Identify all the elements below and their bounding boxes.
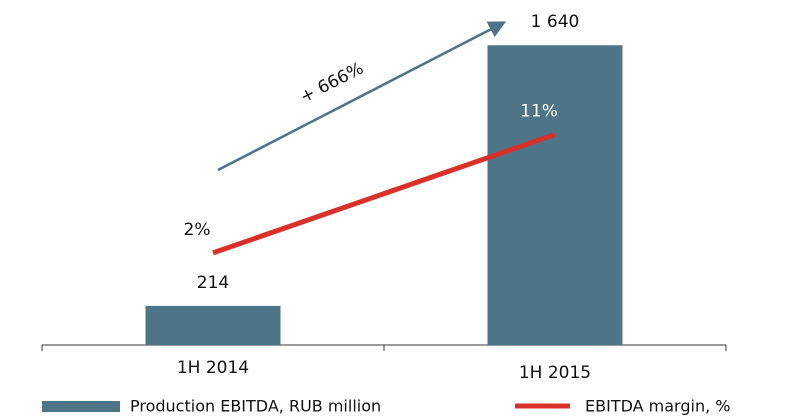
annotation: + 666%	[297, 59, 367, 108]
line	[212, 132, 556, 256]
data-label: 214	[197, 273, 229, 293]
legend-swatch	[42, 401, 120, 412]
bar	[145, 305, 281, 345]
legend-label: EBITDA margin, %	[585, 397, 730, 416]
bar	[487, 45, 623, 345]
data-label: 11%	[520, 101, 558, 121]
data-label: 2%	[184, 220, 211, 240]
legend-label: Production EBITDA, RUB million	[130, 397, 381, 416]
x-tick-label: 1H 2014	[177, 358, 249, 378]
growth-arrow	[217, 21, 507, 172]
x-tick-label: 1H 2015	[519, 363, 591, 383]
data-label: 1 640	[531, 12, 580, 32]
